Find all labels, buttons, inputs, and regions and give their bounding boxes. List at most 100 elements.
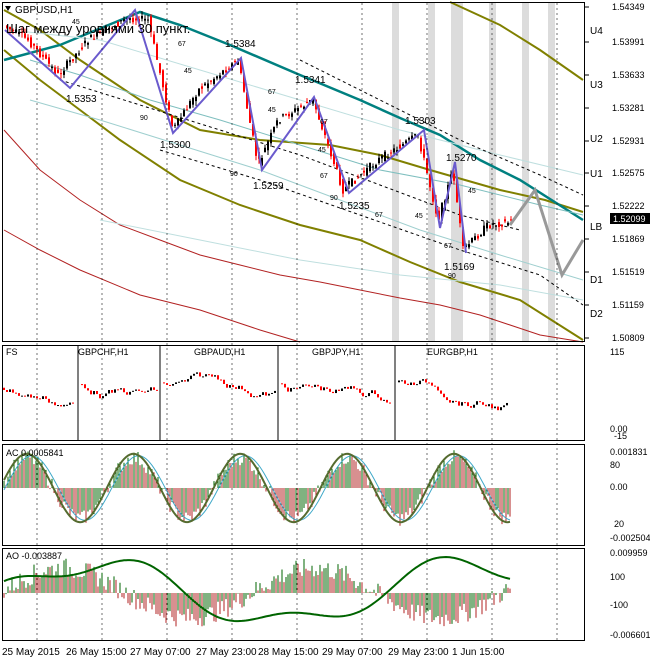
pair-candle	[187, 379, 189, 382]
candle-body	[459, 203, 461, 224]
fs-axis-label: 0.00	[610, 424, 628, 434]
collapse-triangle-icon[interactable]	[5, 6, 11, 11]
pair-label: GBPAUD,H1	[194, 347, 245, 357]
forecast-line	[508, 186, 585, 279]
pair-candle	[123, 388, 125, 393]
pair-candle	[377, 394, 379, 398]
candle-body	[345, 186, 347, 192]
ac-axis-label: 0.00	[610, 482, 628, 492]
pair-candle	[338, 389, 340, 391]
candle-body	[195, 96, 197, 102]
candle-body	[174, 124, 176, 126]
pair-candle	[244, 389, 246, 392]
pair-candle	[452, 400, 454, 403]
pair-candle	[440, 390, 442, 394]
candle-body	[105, 26, 107, 33]
pair-candle	[90, 390, 92, 395]
pair-candle	[284, 383, 286, 388]
candle-body	[486, 222, 488, 229]
trend-dashed	[299, 59, 584, 196]
pair-candle	[54, 402, 56, 406]
pair-label: GBPCHF,H1	[78, 347, 129, 357]
pair-candle	[262, 392, 264, 395]
pair-candle	[362, 392, 364, 397]
ac-oscillator-panel	[3, 450, 511, 526]
pair-candle	[326, 387, 328, 389]
candle-body	[411, 135, 413, 140]
pair-candle	[281, 383, 283, 385]
pair-candle	[380, 397, 382, 401]
pair-candle	[311, 386, 313, 388]
price-label: 1.51519	[612, 267, 645, 277]
ac-axis-label: 20	[614, 519, 624, 529]
pair-candle	[290, 388, 292, 392]
candle-body	[432, 187, 434, 202]
candle-body	[60, 73, 62, 75]
candle-body	[36, 45, 38, 50]
pair-candle	[425, 379, 427, 383]
pair-candle	[404, 380, 406, 384]
candle-body	[78, 53, 80, 55]
candle-body	[120, 20, 122, 22]
pair-candle	[42, 396, 44, 400]
candle-body	[159, 63, 161, 73]
candle-body	[306, 101, 308, 104]
pair-candle	[419, 380, 421, 385]
candle-body	[405, 140, 407, 144]
svg-text:67: 67	[320, 119, 328, 126]
ac-label: AC 0.0005841	[6, 448, 64, 458]
pair-candle	[485, 404, 487, 407]
level-label-lb: LB	[590, 222, 603, 233]
candle-body	[51, 66, 53, 69]
cross-pairs-labels: FS GBPCHF,H1 GBPAUD,H1 GBPJPY,H1 EURGBP,…	[6, 347, 628, 441]
channel-line	[99, 219, 584, 301]
pair-candle	[138, 389, 140, 391]
candle-body	[72, 59, 74, 62]
candle-body	[93, 38, 95, 40]
candle-body	[144, 18, 146, 21]
candle-body	[87, 42, 89, 45]
pair-candle	[443, 393, 445, 398]
pair-candle	[335, 389, 337, 394]
candle-body	[336, 162, 338, 169]
candle-body	[204, 83, 206, 86]
pair-candle	[344, 386, 346, 389]
pair-candle	[96, 390, 98, 395]
candle-body	[201, 86, 203, 89]
lower-band	[3, 229, 301, 343]
current-price-box	[610, 213, 650, 224]
candle-body	[273, 126, 275, 132]
svg-text:45: 45	[268, 107, 276, 114]
swing-label: 1.5341	[295, 75, 326, 86]
pair-candle	[407, 383, 409, 386]
pair-candle	[99, 394, 101, 399]
level-label-u4: U4	[590, 26, 603, 37]
pair-candle	[470, 406, 472, 408]
candle-body	[357, 177, 359, 179]
candle-body	[21, 32, 23, 34]
level-labels: U4 U3 U2 U1 LB D1 D2	[590, 26, 603, 320]
candle-body	[30, 37, 32, 48]
pair-candle	[172, 383, 174, 386]
pair-candle	[81, 384, 83, 386]
pair-candle	[497, 406, 499, 411]
pair-candle	[410, 382, 412, 386]
candle-body	[360, 174, 362, 176]
candle-body	[282, 114, 284, 116]
candle-body	[327, 138, 329, 145]
pair-candle	[117, 389, 119, 391]
candle-body	[171, 115, 173, 127]
pair-candle	[15, 392, 17, 394]
ao-labels: AO -0.003887 0.009959 100 -100 -0.006601	[6, 548, 650, 640]
pair-candle	[305, 384, 307, 386]
panel-frames	[2, 2, 585, 641]
pair-candle	[102, 396, 104, 399]
price-label: 1.51869	[612, 234, 645, 244]
candle-body	[264, 147, 266, 153]
pair-candle	[132, 390, 134, 392]
svg-text:45: 45	[468, 188, 476, 195]
zigzag-path	[4, 7, 467, 254]
main-line	[3, 452, 511, 524]
candle-body	[177, 118, 179, 126]
